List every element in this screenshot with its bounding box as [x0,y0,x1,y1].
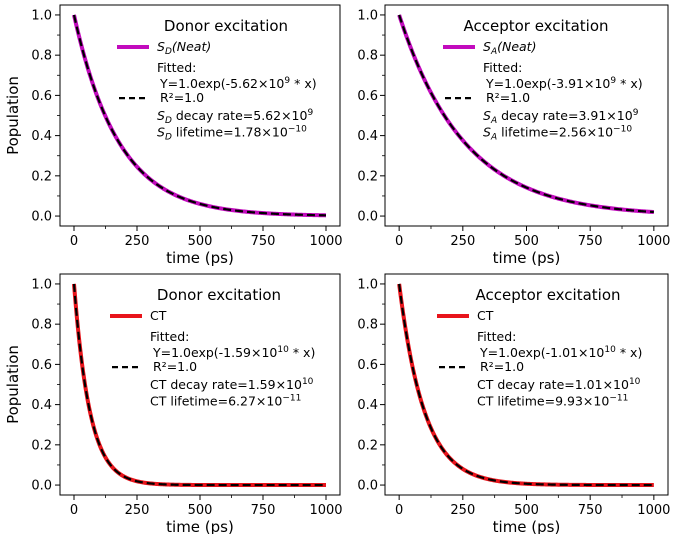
legend-lifetime: SD lifetime=1.78×10−10 [157,124,307,142]
y-tick-label: 0.4 [31,129,52,144]
y-tick-label: 0.8 [31,49,52,64]
y-tick-label: 0.6 [31,358,52,373]
x-tick-label: 1000 [637,503,670,518]
y-tick-label: 0.2 [31,438,52,453]
legend-series-label: SD(Neat) [157,39,211,57]
y-tick-label: 0.6 [31,89,52,104]
y-tick-label: 0.8 [357,318,378,333]
chart-panel: 0 250 500 750 1000 0.0 0.2 0.4 0.6 0.8 1.0 time (ps… [357,4,670,267]
x-tick-label: 0 [395,234,403,249]
chart-panel: 0 250 500 750 1000 0.0 0.2 0.4 0.6 0.8 1.0 time (ps… [4,4,343,267]
y-tick-label: 0.2 [31,169,52,184]
legend-decay-rate: CT decay rate=1.01×1010 [477,377,641,392]
legend-fit-equation: Y=1.0exp(-3.91×109 * x) [485,76,643,91]
chart-panel: 0 250 500 750 1000 0.0 0.2 0.4 0.6 0.8 1.0 time (ps… [4,273,343,534]
legend-series-label: CT [477,308,494,323]
y-tick-label: 1.0 [31,277,52,292]
x-axis-label: time (ps) [493,249,561,267]
panel-title: Acceptor excitation [463,17,608,35]
y-tick-label: 0.2 [357,169,378,184]
x-tick-label: 1000 [309,234,342,249]
x-tick-label: 500 [188,234,213,249]
legend-lifetime: CT lifetime=9.93×10−11 [477,393,628,408]
y-tick-label: 0.4 [357,398,378,413]
x-tick-label: 750 [578,234,603,249]
fit-line [398,14,654,214]
y-tick-label: 0.0 [31,479,52,494]
x-tick-label: 250 [450,503,475,518]
y-tick-label: 0.0 [31,210,52,225]
x-tick-label: 250 [450,234,475,249]
y-tick-label: 0.8 [31,318,52,333]
y-tick-label: 1.0 [357,8,378,23]
legend-fit-equation: Y=1.0exp(-1.59×1010 * x) [152,345,315,360]
x-tick-label: 500 [188,503,213,518]
chart-panel: 0 250 500 750 1000 0.0 0.2 0.4 0.6 0.8 1.0 time (ps… [357,273,670,534]
legend-decay-rate: SD decay rate=5.62×109 [157,108,313,126]
panel-title: Donor excitation [164,17,288,35]
fit-line [72,283,327,487]
x-tick-label: 0 [395,503,403,518]
legend-lifetime: CT lifetime=6.27×10−11 [150,393,301,408]
panel-title: Donor excitation [157,286,281,304]
x-tick-label: 250 [125,234,150,249]
y-tick-label: 1.0 [357,277,378,292]
legend-lifetime: SA lifetime=2.56×10−10 [483,124,632,142]
y-tick-label: 0.0 [357,479,378,494]
y-tick-label: 0.4 [357,129,378,144]
x-tick-label: 0 [70,234,78,249]
x-tick-label: 250 [125,503,150,518]
x-axis-label: time (ps) [166,249,234,267]
x-tick-label: 0 [70,503,78,518]
legend-series-label: SA(Neat) [483,39,536,57]
y-tick-label: 0.2 [357,438,378,453]
legend-r2: R²=1.0 [480,359,524,374]
legend-fitted-label: Fitted: [157,60,196,75]
x-tick-label: 750 [578,503,603,518]
legend-series-label: CT [150,308,167,323]
x-tick-label: 1000 [637,234,670,249]
y-tick-label: 0.8 [357,49,378,64]
y-tick-label: 0.0 [357,210,378,225]
fit-line [398,283,654,487]
x-tick-label: 500 [514,234,539,249]
x-axis-label: time (ps) [493,518,561,534]
legend-fit-equation: Y=1.0exp(-5.62×109 * x) [159,76,317,91]
x-tick-label: 500 [514,503,539,518]
legend-fitted-label: Fitted: [483,60,522,75]
fit-line [72,14,327,217]
y-tick-label: 0.6 [357,358,378,373]
legend-r2: R²=1.0 [486,90,530,105]
legend-decay-rate: SA decay rate=3.91×109 [483,108,639,126]
legend-fitted-label: Fitted: [150,329,189,344]
y-tick-label: 0.6 [357,89,378,104]
x-tick-label: 750 [251,234,276,249]
panel-title: Acceptor excitation [475,286,620,304]
x-tick-label: 1000 [309,503,342,518]
y-axis-label: Population [4,345,22,424]
x-tick-label: 750 [251,503,276,518]
legend-r2: R²=1.0 [160,90,204,105]
legend-decay-rate: CT decay rate=1.59×1010 [150,377,314,392]
y-tick-label: 0.4 [31,398,52,413]
y-tick-label: 1.0 [31,8,52,23]
x-axis-label: time (ps) [166,518,234,534]
legend-fitted-label: Fitted: [477,329,516,344]
legend-r2: R²=1.0 [153,359,197,374]
y-axis-label: Population [4,76,22,155]
legend-fit-equation: Y=1.0exp(-1.01×1010 * x) [479,345,642,360]
